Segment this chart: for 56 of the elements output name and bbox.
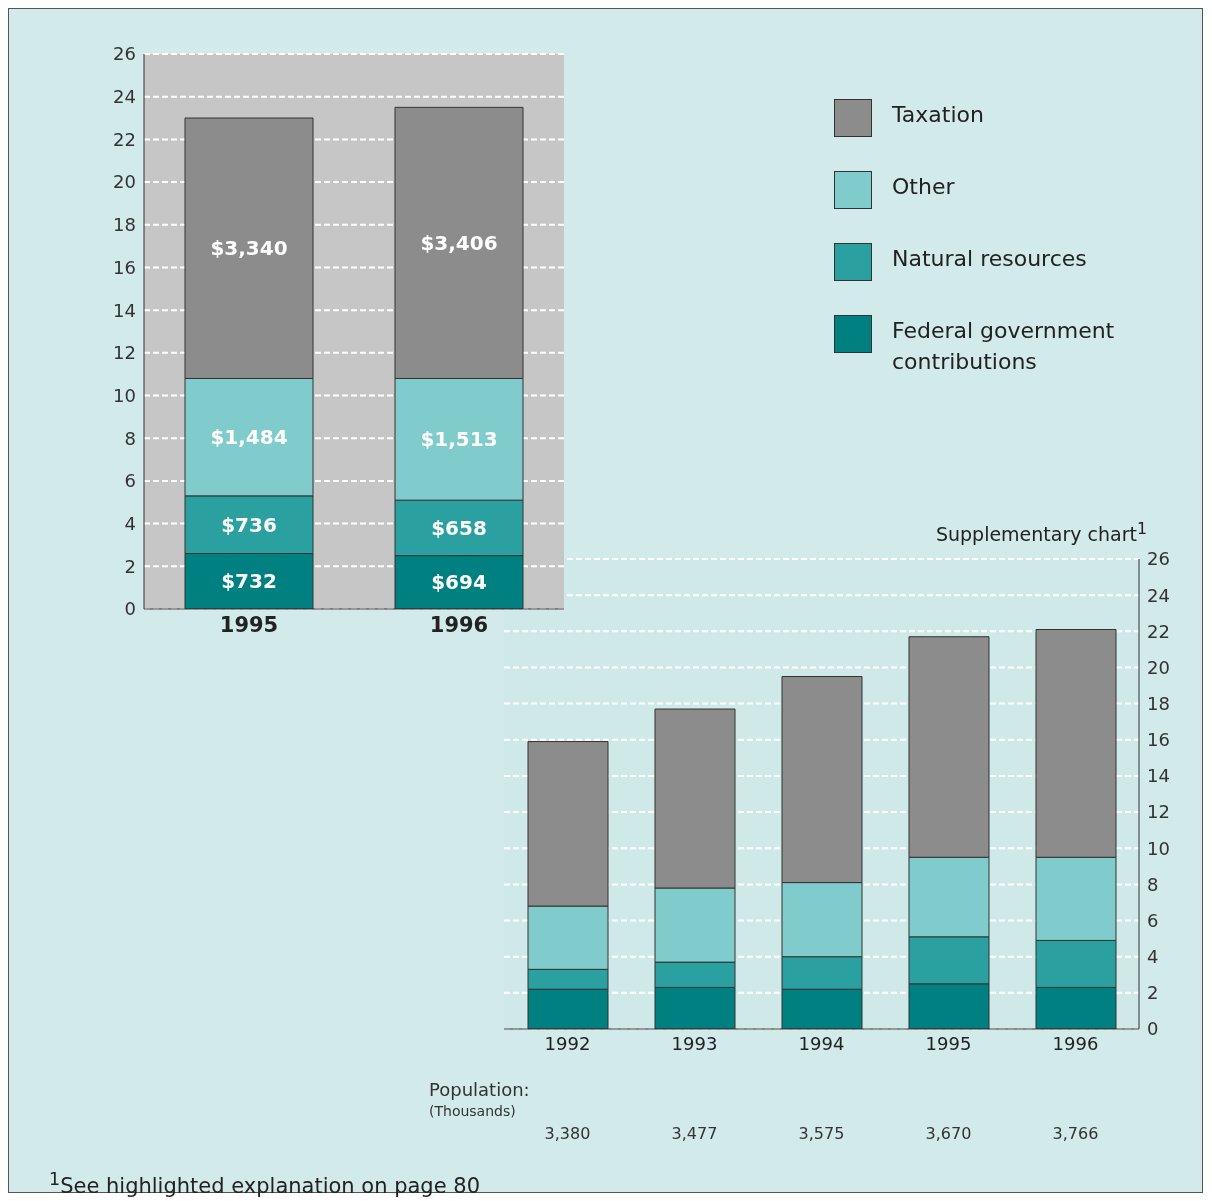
y-tick-label: 0 <box>1147 1018 1159 1040</box>
text: 3,477 <box>671 1124 718 1143</box>
y-tick-label: 24 <box>1147 584 1170 606</box>
y-tick-label: 10 <box>113 384 136 406</box>
y-tick-label: 22 <box>1147 620 1170 642</box>
annotation: $3,340 <box>210 236 288 261</box>
y-tick-label: 8 <box>124 427 136 449</box>
legend-label: Federal government contributions <box>892 317 1116 376</box>
y-tick-label: 2 <box>124 555 136 577</box>
y-tick-label: 6 <box>1147 909 1159 931</box>
y-tick-label: 12 <box>113 342 136 364</box>
legend-label: Natural resources <box>892 245 1087 273</box>
y-tick-label: 16 <box>1147 729 1170 751</box>
text: 3,766 <box>1052 1124 1099 1143</box>
chart-title: Supplementary chart$^{1}$ <box>935 519 1147 546</box>
annotation: $694 <box>431 570 487 595</box>
annotation: $1,513 <box>420 427 498 452</box>
y-tick-label: 8 <box>1147 873 1159 895</box>
annotation: $3,406 <box>420 231 498 256</box>
legend-label: Taxation <box>892 101 984 129</box>
annotation: $658 <box>431 515 487 540</box>
annotation: $732 <box>221 569 277 594</box>
y-tick-label: 0 <box>124 598 136 620</box>
y-tick-label: 10 <box>1147 837 1170 859</box>
annotation: $736 <box>221 512 277 537</box>
text: $^{1}$See highlighted explanation on page 80 <box>49 1169 481 1198</box>
y-tick-label: 26 <box>113 43 136 65</box>
y-tick-label: 4 <box>124 513 136 535</box>
text: 3,575 <box>798 1124 845 1143</box>
y-tick-label: 6 <box>124 470 136 492</box>
x-tick-label: 1992 <box>544 1032 591 1054</box>
annotation: $1,484 <box>210 425 288 450</box>
x-tick-label: 1993 <box>671 1032 718 1054</box>
x-tick-label: 1994 <box>798 1032 845 1054</box>
text: (Thousands) <box>429 1103 516 1119</box>
x-tick-label: 1996 <box>1052 1032 1099 1054</box>
y-tick-label: 16 <box>113 256 136 278</box>
y-tick-label: 12 <box>1147 801 1170 823</box>
y-tick-label: 14 <box>113 299 136 321</box>
text: 3,380 <box>544 1124 591 1143</box>
x-tick-label: 1995 <box>925 1032 972 1054</box>
x-tick-label: 1996 <box>429 612 489 637</box>
y-tick-label: 20 <box>1147 656 1170 678</box>
y-tick-label: 22 <box>113 128 136 150</box>
y-tick-label: 14 <box>1147 765 1170 787</box>
y-tick-label: 24 <box>113 86 136 108</box>
y-tick-label: 18 <box>1147 693 1170 715</box>
legend-label: Other <box>892 173 955 201</box>
y-tick-label: 2 <box>1147 982 1159 1004</box>
y-tick-label: 20 <box>113 171 136 193</box>
text: Population: <box>429 1079 530 1100</box>
text: 3,670 <box>925 1124 972 1143</box>
x-tick-label: 1995 <box>219 612 279 637</box>
y-tick-label: 26 <box>1147 548 1170 570</box>
y-tick-label: 4 <box>1147 946 1159 968</box>
y-tick-label: 18 <box>113 214 136 236</box>
